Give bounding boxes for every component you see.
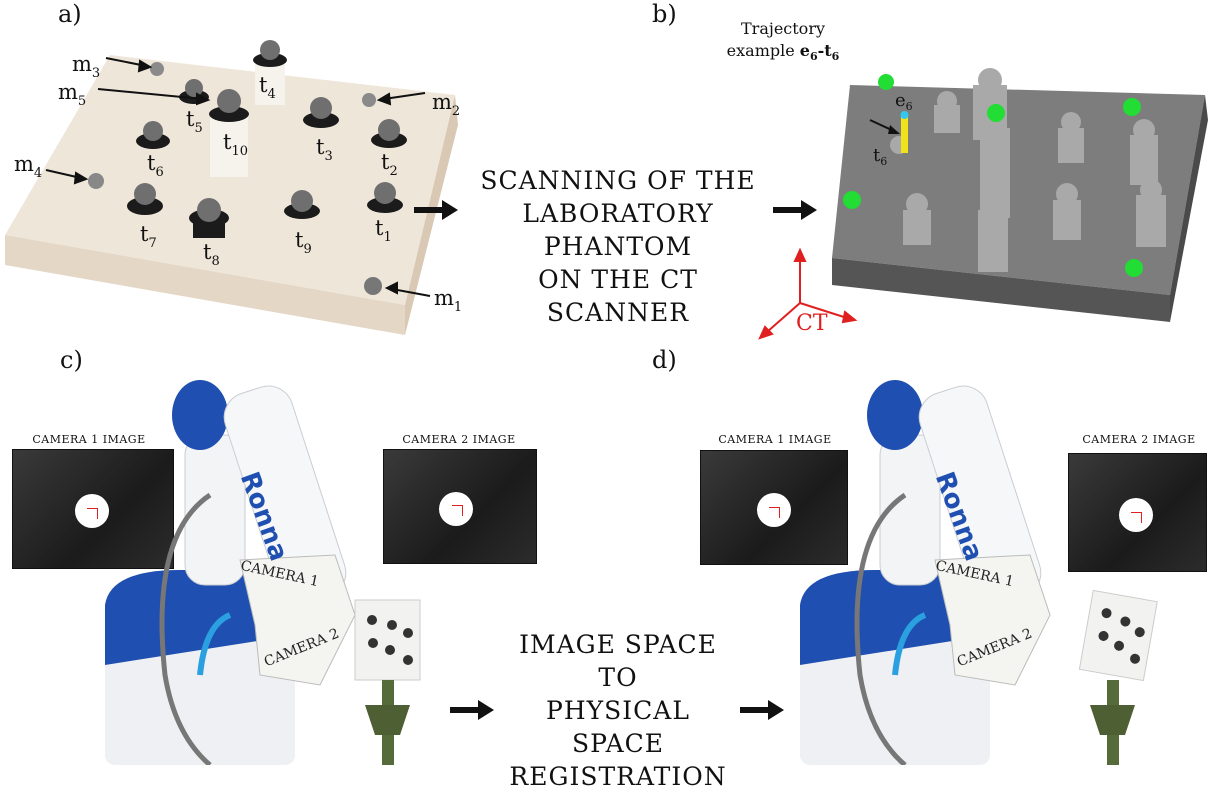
trajectory-tip	[900, 111, 909, 119]
label-m2: m2	[432, 90, 461, 119]
target-t1-shape	[367, 182, 403, 213]
target-t8-shape	[189, 198, 229, 238]
panel-d-label: d)	[652, 346, 677, 374]
c-camera1-image-title: CAMERA 1 IMAGE	[32, 433, 146, 446]
arrow-to-ct	[773, 200, 817, 220]
scan-caption: SCANNING OF THE LABORATORY PHANTOM ON TH…	[468, 164, 768, 329]
arrow-m5	[97, 88, 204, 100]
label-m5: m5	[58, 80, 87, 109]
ct-marker-3	[1123, 98, 1141, 116]
label-t6: t6	[147, 151, 164, 180]
marker-m4-shape	[88, 173, 104, 189]
ct-axis-label: CT	[796, 311, 828, 336]
label-m4: m4	[14, 152, 43, 181]
label-t5: t5	[186, 107, 203, 136]
target-t9-shape	[284, 190, 320, 219]
c-camera2-image	[383, 449, 537, 564]
target-t2-shape	[371, 119, 407, 148]
marker-m3-shape	[150, 62, 164, 76]
scan-caption-line3: ON THE CT SCANNER	[538, 265, 698, 327]
label-t3: t3	[316, 135, 333, 164]
panel-c-label: c)	[60, 346, 83, 374]
panel-b-label: b)	[652, 0, 677, 28]
registration-caption-line2: PHYSICAL SPACE	[546, 696, 690, 758]
phantom-plate-front	[5, 235, 405, 335]
trajectory-caption: Trajectory example e6-t6	[718, 18, 848, 68]
target-t10-shape	[209, 89, 249, 177]
ct-plate-front	[832, 258, 1170, 322]
ct-axes	[758, 248, 858, 340]
scan-caption-line2: LABORATORY PHANTOM	[522, 199, 714, 261]
target-t6-shape	[136, 121, 170, 149]
c-robot-photo	[105, 380, 421, 765]
arrow-to-panel-d	[740, 700, 784, 720]
target-t7-shape	[127, 183, 163, 215]
d-camera2-image-title: CAMERA 2 IMAGE	[1082, 433, 1196, 446]
registration-caption: IMAGE SPACE TO PHYSICAL SPACE REGISTRATI…	[498, 628, 738, 793]
registration-caption-line1: IMAGE SPACE TO	[519, 630, 717, 692]
ct-marker-4	[843, 191, 861, 209]
ct-marker-5	[1125, 259, 1143, 277]
label-t10: t10	[223, 130, 248, 159]
ct-marker-1	[878, 74, 894, 90]
label-m3: m3	[72, 52, 101, 81]
ct-plate-side	[1170, 95, 1208, 322]
ct-label-e6: e6	[895, 90, 913, 113]
phantom-plate-top	[5, 55, 455, 305]
ct-marker-2	[987, 104, 1005, 122]
label-m1: m1	[434, 286, 463, 315]
arrow-m2	[383, 92, 426, 100]
label-t2: t2	[381, 150, 398, 179]
arrow-to-registration	[450, 700, 494, 720]
scan-caption-line1: SCANNING OF THE	[480, 166, 756, 195]
label-t4: t4	[259, 73, 276, 102]
c-camera2-image-title: CAMERA 2 IMAGE	[402, 433, 516, 446]
c-camera1-image	[12, 449, 174, 569]
panel-a-label: a)	[58, 0, 82, 28]
trajectory-line2: example e6-t6	[726, 41, 840, 63]
d-camera1-image	[700, 450, 848, 565]
target-t3-shape	[303, 97, 339, 128]
d-camera2-image	[1068, 453, 1207, 572]
trajectory-line1: Trajectory	[741, 19, 825, 38]
marker-m2-shape	[362, 93, 376, 107]
label-t7: t7	[140, 222, 157, 251]
ct-render	[832, 68, 1208, 322]
target-t4-shape	[253, 40, 287, 105]
phantom-plate-side	[405, 95, 458, 335]
arrow-m1	[391, 288, 431, 297]
d-robot-photo	[800, 380, 1158, 765]
label-t8: t8	[203, 240, 220, 269]
phantom-photo	[5, 40, 458, 335]
arrow-to-caption	[414, 200, 458, 220]
marker-m1-shape	[364, 277, 382, 295]
ct-label-t6: t6	[873, 145, 888, 168]
label-t9: t9	[295, 228, 312, 257]
trajectory-bar	[901, 115, 908, 153]
d-camera1-image-title: CAMERA 1 IMAGE	[718, 433, 832, 446]
label-t1: t1	[375, 216, 392, 245]
